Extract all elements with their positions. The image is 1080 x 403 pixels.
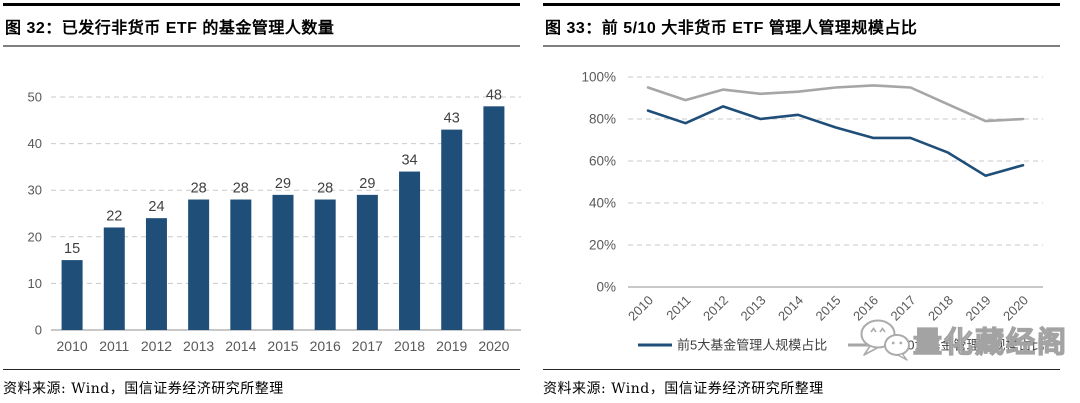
watermark-text: 量化藏经阁 — [912, 326, 1068, 359]
svg-text:2011: 2011 — [99, 338, 129, 354]
svg-text:2010: 2010 — [57, 338, 88, 354]
svg-text:30: 30 — [28, 183, 42, 198]
svg-text:43: 43 — [444, 111, 460, 127]
figure-32-bar-chart: 0 10 20 30 40 50 15 2010 22 2011 24 2012 28 2013 28 201… — [3, 47, 521, 369]
bar-2011 — [103, 227, 125, 330]
svg-text:34: 34 — [401, 153, 417, 169]
svg-text:28: 28 — [233, 181, 249, 197]
svg-text:29: 29 — [359, 176, 375, 192]
bar-2017 — [356, 194, 378, 330]
svg-text:20: 20 — [28, 229, 42, 244]
figure-32-title: 图 32：已发行非货币 ETF 的基金管理人数量 — [5, 20, 335, 37]
svg-text:2013: 2013 — [183, 338, 214, 354]
title-divider — [3, 45, 520, 47]
svg-text:15: 15 — [64, 241, 80, 257]
svg-text:2016: 2016 — [310, 338, 341, 354]
figure-33-source: 资料来源: Wind，国信证券经济研究所整理 — [543, 369, 1060, 398]
bar-2015 — [272, 194, 294, 330]
svg-text:48: 48 — [486, 87, 502, 103]
svg-text:80%: 80% — [589, 112, 616, 127]
svg-text:29: 29 — [275, 176, 291, 192]
svg-text:0: 0 — [35, 323, 42, 338]
svg-text:40%: 40% — [589, 196, 616, 211]
bar-2010 — [61, 260, 83, 330]
panel-top-border — [543, 3, 1060, 6]
wechat-icon — [860, 319, 910, 361]
svg-text:2017: 2017 — [352, 338, 383, 354]
svg-text:前10大基金管理人规模占比: 前10大基金管理人规模占比 — [887, 338, 1044, 353]
svg-text:2015: 2015 — [267, 338, 298, 354]
figure-32-panel: 图 32：已发行非货币 ETF 的基金管理人数量 0 10 20 30 40 50 15 20… — [3, 3, 521, 398]
svg-text:2010: 2010 — [625, 293, 656, 324]
svg-text:2020: 2020 — [478, 338, 509, 354]
bar-2016 — [314, 199, 336, 330]
svg-text:24: 24 — [148, 199, 164, 215]
bar-2012 — [145, 218, 167, 330]
svg-text:2013: 2013 — [738, 293, 769, 324]
figure-32-source: 资料来源: Wind，国信证券经济研究所整理 — [3, 369, 520, 398]
legend: 前5大基金管理人规模占比 前10大基金管理人规模占比 — [638, 338, 1044, 353]
svg-text:100%: 100% — [581, 70, 616, 85]
panel-top-border — [3, 3, 520, 6]
svg-text:2019: 2019 — [436, 338, 467, 354]
svg-text:2015: 2015 — [813, 293, 844, 324]
bar-2014 — [230, 199, 252, 330]
bar-2013 — [188, 199, 210, 330]
svg-text:前5大基金管理人规模占比: 前5大基金管理人规模占比 — [677, 338, 827, 353]
svg-text:20%: 20% — [589, 238, 616, 253]
series-line-1 — [646, 84, 1025, 123]
svg-text:28: 28 — [317, 181, 333, 197]
series-line-0 — [646, 105, 1025, 177]
svg-text:40: 40 — [28, 136, 42, 151]
svg-text:2014: 2014 — [775, 293, 806, 324]
watermark: 量化藏经阁 — [857, 317, 1068, 363]
svg-text:2018: 2018 — [394, 338, 425, 354]
svg-text:22: 22 — [106, 208, 122, 224]
line-chart-svg: 0% 20% 40% 60% 80% 100% 2010 2011 2012 2013 2014 20… — [581, 70, 1044, 353]
figure-33-title: 图 33：前 5/10 大非货币 ETF 管理人管理规模占比 — [545, 20, 918, 37]
bar-chart-svg: 0 10 20 30 40 50 15 2010 22 2011 24 2012 28 2013 28 201… — [28, 87, 521, 354]
svg-text:2012: 2012 — [141, 338, 172, 354]
svg-text:28: 28 — [191, 181, 207, 197]
svg-text:10: 10 — [28, 276, 42, 291]
series-lines — [646, 84, 1025, 177]
svg-text:0%: 0% — [596, 280, 616, 295]
svg-text:2011: 2011 — [663, 293, 693, 323]
svg-text:2014: 2014 — [225, 338, 256, 354]
bar-2019 — [441, 129, 463, 330]
line-gridlines: 0% 20% 40% 60% 80% 100% — [581, 70, 1043, 295]
bar-2018 — [399, 171, 421, 330]
figure-33-line-chart: 0% 20% 40% 60% 80% 100% 2010 2011 2012 2013 2014 20… — [543, 47, 1060, 369]
title-divider — [543, 45, 1060, 47]
bar-2020 — [483, 106, 505, 330]
svg-text:50: 50 — [28, 90, 42, 105]
svg-text:2012: 2012 — [700, 293, 731, 324]
figure-33-panel: 图 33：前 5/10 大非货币 ETF 管理人管理规模占比 0% 20% 40% 6… — [540, 0, 1080, 403]
bars: 15 2010 22 2011 24 2012 28 2013 28 2014 29 2015 28 20… — [57, 87, 510, 354]
svg-text:60%: 60% — [589, 154, 616, 169]
